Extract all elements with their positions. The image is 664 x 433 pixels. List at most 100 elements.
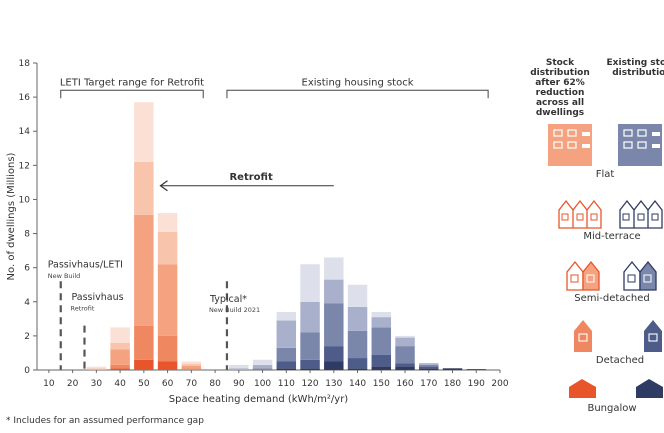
y-axis-label: No. of dwellings (Millions) xyxy=(6,152,17,280)
bar-segment-flat xyxy=(229,364,249,369)
bar-segment-semi-detached xyxy=(110,349,130,365)
legend-col2-title: Existing stock distribution xyxy=(606,58,664,78)
x-tick-label: 190 xyxy=(468,379,485,389)
range-bracket xyxy=(60,89,204,99)
semi-detached-icon xyxy=(566,260,657,291)
bar-segment-semi-detached xyxy=(252,368,273,370)
bar-segment-mid-terrace xyxy=(371,317,392,328)
x-tick-label: 50 xyxy=(138,379,150,389)
bar-segment-bungalow xyxy=(324,361,344,370)
bar-segment-semi-detached xyxy=(157,264,178,336)
bar-segment-bungalow xyxy=(466,369,486,370)
x-tick-label: 90 xyxy=(233,379,245,389)
bar-segment-flat xyxy=(347,284,368,307)
legend-label-flat: Flat xyxy=(595,169,615,180)
x-tick-label: 200 xyxy=(491,379,508,389)
bar-segment-mid-terrace xyxy=(157,231,178,265)
x-tick-label: 150 xyxy=(373,379,390,389)
x-tick-label: 130 xyxy=(325,379,342,389)
bar-segment-detached xyxy=(157,335,178,362)
flat-icon xyxy=(548,124,662,166)
bar-segment-mid-terrace xyxy=(276,320,297,348)
bar-segment-mid-terrace xyxy=(395,337,415,347)
bar-segment-mid-terrace xyxy=(229,368,249,370)
y-tick-label: 18 xyxy=(19,59,31,69)
bar-segment-flat xyxy=(110,327,130,343)
bar-segment-bungalow xyxy=(442,368,463,370)
x-tick-label: 40 xyxy=(114,379,126,389)
bar-segment-detached xyxy=(324,346,344,362)
x-tick-label: 140 xyxy=(349,379,366,389)
y-tick-label: 6 xyxy=(24,264,30,274)
x-tick-label: 20 xyxy=(67,379,79,389)
y-tick-label: 16 xyxy=(19,93,31,103)
bar-segment-detached xyxy=(300,359,320,369)
bar-segment-semi-detached xyxy=(300,332,320,360)
legend-label-semi-detached: Semi-detached xyxy=(574,293,650,304)
bar-segment-mid-terrace xyxy=(86,368,107,370)
range-label: Existing housing stock xyxy=(302,77,414,88)
bar-segment-bungalow xyxy=(134,359,154,370)
bar-segment-flat xyxy=(324,257,344,280)
footnote: * Includes for an assumed performance ga… xyxy=(6,416,204,426)
marker-subtitle: Retrofit xyxy=(70,304,94,312)
bar-segment-mid-terrace xyxy=(252,364,273,369)
y-tick-label: 0 xyxy=(24,366,30,376)
retrofit-arrowhead xyxy=(159,180,168,192)
bar-segment-semi-detached xyxy=(181,365,202,369)
bar-segment-flat xyxy=(276,312,297,321)
legend-label-mid-terrace: Mid-terrace xyxy=(583,231,641,242)
bar-segment-flat xyxy=(157,213,178,232)
x-tick-label: 100 xyxy=(254,379,271,389)
bar-segment-mid-terrace xyxy=(181,364,202,366)
bar-segment-bungalow xyxy=(300,368,320,370)
legend-label-bungalow: Bungalow xyxy=(587,403,637,414)
bar-segment-detached xyxy=(371,354,392,367)
bar-segment-bungalow xyxy=(347,368,368,370)
bar-segment-flat xyxy=(395,335,415,338)
bar-segment-detached xyxy=(395,363,415,367)
legend-label-detached: Detached xyxy=(595,355,645,366)
range-bracket xyxy=(226,89,489,99)
bar-segment-mid-terrace xyxy=(110,342,130,350)
x-tick-label: 120 xyxy=(301,379,318,389)
x-tick-label: 170 xyxy=(420,379,437,389)
x-tick-label: 30 xyxy=(91,379,103,389)
marker-subtitle: New Build xyxy=(48,272,81,280)
bar-segment-flat xyxy=(181,361,202,365)
marker-subtitle: New Build 2021 xyxy=(209,306,260,314)
bar-segment-bungalow xyxy=(419,368,439,370)
mid-terrace-icon xyxy=(558,199,663,229)
x-tick-label: 160 xyxy=(396,379,413,389)
retrofit-label: Retrofit xyxy=(229,172,272,183)
bar-segment-flat xyxy=(134,102,154,162)
y-tick-label: 4 xyxy=(24,298,30,308)
bar-segment-semi-detached xyxy=(134,214,154,326)
x-axis-label: Space heating demand (kWh/m²/yr) xyxy=(169,394,349,405)
y-tick-label: 14 xyxy=(19,127,31,137)
marker-title: Passivhaus xyxy=(71,292,123,303)
bar-segment-flat xyxy=(252,359,273,365)
bar-segment-mid-terrace xyxy=(324,279,344,304)
x-tick-label: 60 xyxy=(162,379,174,389)
bar-segment-semi-detached xyxy=(324,303,344,347)
bar-segment-semi-detached xyxy=(276,347,297,362)
bar-segment-detached xyxy=(419,366,439,369)
bar-segment-mid-terrace xyxy=(134,161,154,215)
x-tick-label: 180 xyxy=(444,379,461,389)
x-tick-label: 10 xyxy=(43,379,55,389)
bar-segment-mid-terrace xyxy=(347,306,368,331)
bar-segment-bungalow xyxy=(371,366,392,370)
bar-segment-detached xyxy=(110,364,130,369)
x-tick-label: 110 xyxy=(278,379,295,389)
legend-col1-title: Stock distribution after 62% reduction a… xyxy=(530,58,590,118)
y-tick-label: 8 xyxy=(24,230,30,240)
bar-segment-mid-terrace xyxy=(419,363,439,365)
bar-segment-semi-detached xyxy=(419,364,439,367)
bar-segment-bungalow xyxy=(276,368,297,370)
bungalow-icon xyxy=(569,379,663,398)
range-label: LETI Target range for Retrofit xyxy=(60,77,204,88)
bar-segment-semi-detached xyxy=(371,327,392,355)
bar-segment-detached xyxy=(276,361,297,369)
